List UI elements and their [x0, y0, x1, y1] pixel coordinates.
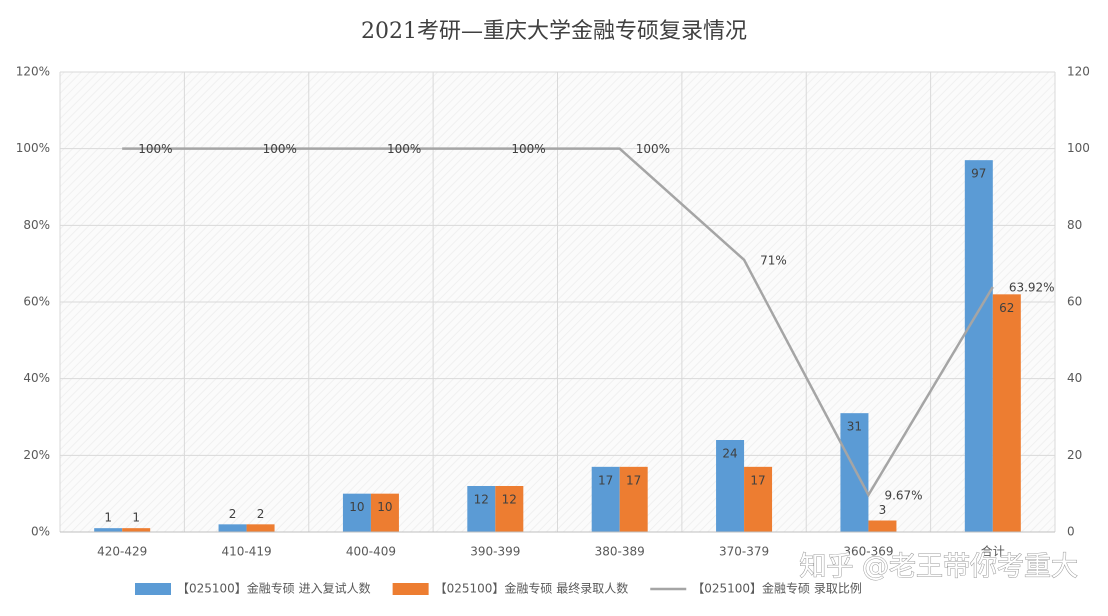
bar — [495, 486, 524, 532]
line-value-label: 63.92% — [1009, 280, 1055, 294]
bar — [246, 524, 275, 532]
line-value-label: 100% — [263, 142, 297, 156]
bar-value-label: 1 — [104, 511, 112, 525]
y-tick-label: 20% — [23, 448, 50, 462]
bar — [840, 413, 869, 532]
x-tick-label: 360-369 — [843, 545, 893, 559]
bar — [868, 520, 897, 532]
x-tick-label: 370-379 — [719, 545, 769, 559]
y2-tick-label: 100 — [1067, 141, 1090, 155]
x-tick-label: 400-409 — [346, 545, 396, 559]
bar-value-label: 17 — [750, 473, 765, 487]
bar — [716, 440, 745, 532]
y-tick-label: 0% — [31, 525, 50, 539]
bar — [992, 294, 1021, 532]
chart-title: 2021考研—重庆大学金融专硕复录情况 — [361, 19, 747, 44]
bar-value-label: 12 — [474, 493, 489, 507]
bar — [122, 528, 151, 532]
legend-swatch — [135, 583, 171, 595]
bar — [619, 466, 648, 532]
y2-tick-label: 60 — [1067, 295, 1082, 309]
x-tick-label: 380-389 — [595, 545, 645, 559]
bar-value-label: 2 — [229, 507, 237, 521]
y2-tick-label: 0 — [1067, 525, 1075, 539]
bar — [218, 524, 247, 532]
y2-tick-label: 20 — [1067, 448, 1082, 462]
y-tick-label: 80% — [23, 218, 50, 232]
legend-label: 【025100】金融专硕 最终录取人数 — [435, 581, 629, 596]
bar-value-label: 97 — [971, 167, 986, 181]
x-tick-label: 420-429 — [97, 545, 147, 559]
bar-value-label: 17 — [598, 473, 613, 487]
bar — [370, 493, 399, 532]
bar-value-label: 12 — [502, 493, 517, 507]
bar — [94, 528, 123, 532]
legend-label: 【025100】金融专硕 进入复试人数 — [177, 581, 371, 596]
line-value-label: 100% — [138, 142, 172, 156]
bar — [342, 493, 371, 532]
y-tick-label: 40% — [23, 371, 50, 385]
line-value-label: 9.67% — [884, 488, 922, 502]
y-tick-label: 120% — [16, 65, 50, 79]
bar-value-label: 10 — [349, 500, 364, 514]
line-value-label: 100% — [387, 142, 421, 156]
y2-tick-label: 80 — [1067, 218, 1082, 232]
x-tick-label: 合计 — [981, 544, 1005, 559]
line — [122, 147, 994, 498]
line-value-label: 100% — [511, 142, 545, 156]
y2-tick-label: 40 — [1067, 371, 1082, 385]
bar-value-label: 24 — [722, 447, 737, 461]
y-tick-label: 60% — [23, 295, 50, 309]
line-value-label: 71% — [760, 253, 787, 267]
line-value-label: 100% — [636, 142, 670, 156]
x-tick-label: 410-419 — [221, 545, 271, 559]
watermark: 知乎 @老王带你考重大 — [799, 552, 1078, 583]
bar-value-label: 10 — [377, 500, 392, 514]
legend-swatch — [392, 583, 429, 595]
bar-value-label: 2 — [257, 507, 265, 521]
bar — [964, 160, 993, 532]
bar — [744, 466, 773, 532]
bar — [591, 466, 620, 532]
bar-value-label: 31 — [847, 420, 862, 434]
legend-label: 【025100】金融专硕 录取比例 — [692, 581, 862, 596]
bar-value-label: 3 — [879, 503, 887, 517]
y2-tick-label: 120 — [1067, 65, 1090, 79]
bar-value-label: 17 — [626, 473, 641, 487]
bar-value-label: 62 — [999, 301, 1014, 315]
y-tick-label: 100% — [16, 141, 50, 155]
x-tick-label: 390-399 — [470, 545, 520, 559]
bar-value-label: 1 — [132, 511, 140, 525]
bar — [467, 486, 496, 532]
